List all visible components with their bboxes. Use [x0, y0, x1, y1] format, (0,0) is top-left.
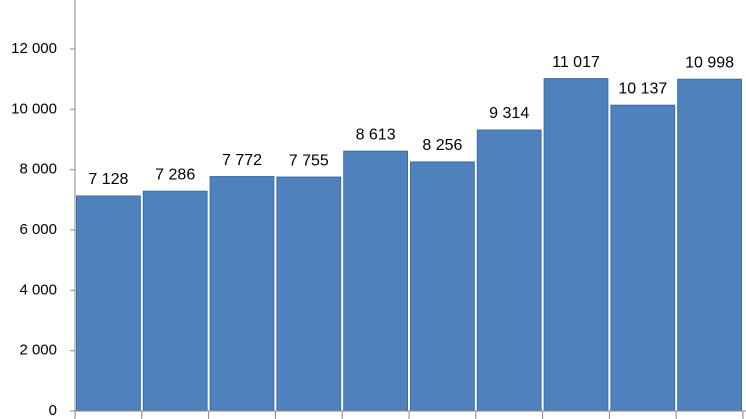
- value-label: 7 286: [155, 166, 195, 183]
- y-tick-label: 8 000: [19, 161, 57, 178]
- value-label: 10 998: [685, 54, 734, 71]
- y-tick-label: 2 000: [19, 342, 57, 359]
- bar: [209, 176, 275, 412]
- y-tick-label: 10 000: [11, 100, 57, 117]
- y-tick-label: 4 000: [19, 281, 57, 298]
- bar: [476, 129, 542, 412]
- bar: [343, 150, 409, 412]
- bar: [142, 190, 208, 412]
- value-label: 9 314: [489, 105, 529, 122]
- y-tick-label: 12 000: [11, 40, 57, 57]
- value-label: 7 755: [289, 152, 329, 169]
- bar: [610, 104, 676, 412]
- value-label: 7 772: [222, 152, 262, 169]
- bar: [76, 195, 141, 412]
- bar: [410, 161, 475, 412]
- value-label: 10 137: [618, 80, 667, 97]
- value-label: 11 017: [552, 54, 600, 71]
- y-tick-label: 6 000: [19, 221, 57, 238]
- value-label: 8 256: [422, 137, 462, 154]
- bar: [543, 78, 609, 412]
- value-label: 7 128: [88, 171, 128, 188]
- y-tick-label: 0: [49, 402, 57, 419]
- bar: [276, 176, 342, 412]
- value-label: 8 613: [356, 126, 396, 143]
- bar: [677, 78, 743, 412]
